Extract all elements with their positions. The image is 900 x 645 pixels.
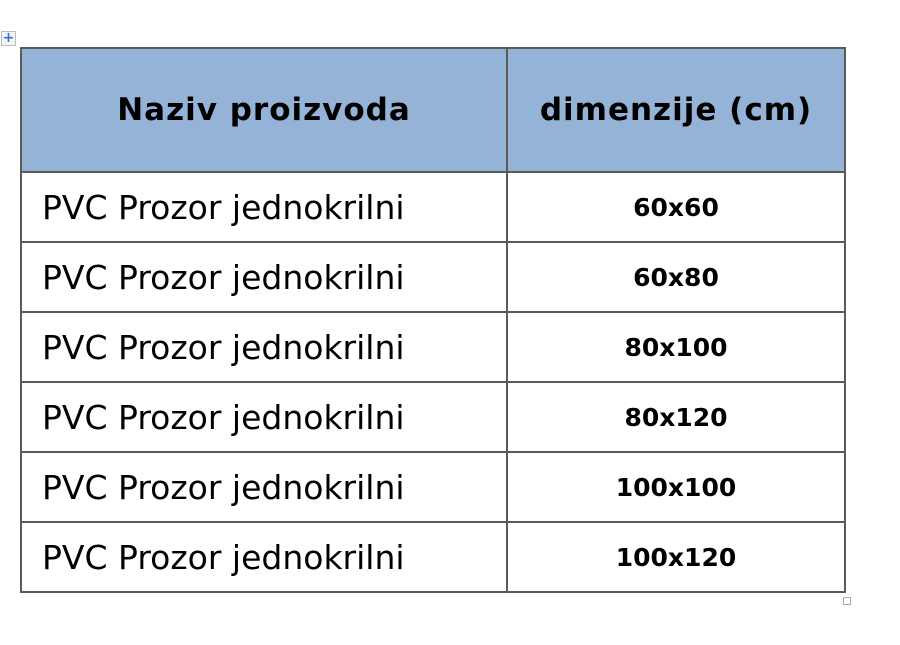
header-product-name: Naziv proizvoda [20, 47, 508, 173]
product-name-cell[interactable]: PVC Prozor jednokrilni [20, 171, 508, 243]
dimension-cell[interactable]: 60x60 [506, 171, 846, 243]
table-move-handle-icon[interactable]: + [1, 30, 16, 46]
header-row: Naziv proizvoda dimenzije (cm) [20, 47, 846, 173]
product-name-cell[interactable]: PVC Prozor jednokrilni [20, 241, 508, 313]
dimension-cell[interactable]: 100x120 [506, 521, 846, 593]
product-name-cell[interactable]: PVC Prozor jednokrilni [20, 311, 508, 383]
product-name-cell[interactable]: PVC Prozor jednokrilni [20, 521, 508, 593]
dimension-cell[interactable]: 60x80 [506, 241, 846, 313]
table-row: PVC Prozor jednokrilni 60x60 [20, 171, 846, 243]
table-row: PVC Prozor jednokrilni 80x100 [20, 311, 846, 383]
table-row: PVC Prozor jednokrilni 80x120 [20, 381, 846, 453]
product-table: Naziv proizvoda dimenzije (cm) PVC Prozo… [20, 47, 846, 593]
product-name-cell[interactable]: PVC Prozor jednokrilni [20, 381, 508, 453]
table-row: PVC Prozor jednokrilni 100x100 [20, 451, 846, 523]
dimension-cell[interactable]: 80x100 [506, 311, 846, 383]
table-row: PVC Prozor jednokrilni 100x120 [20, 521, 846, 593]
header-dimensions: dimenzije (cm) [506, 47, 846, 173]
dimension-cell[interactable]: 80x120 [506, 381, 846, 453]
product-name-cell[interactable]: PVC Prozor jednokrilni [20, 451, 508, 523]
table-resize-handle-icon[interactable] [843, 597, 851, 605]
table-row: PVC Prozor jednokrilni 60x80 [20, 241, 846, 313]
dimension-cell[interactable]: 100x100 [506, 451, 846, 523]
